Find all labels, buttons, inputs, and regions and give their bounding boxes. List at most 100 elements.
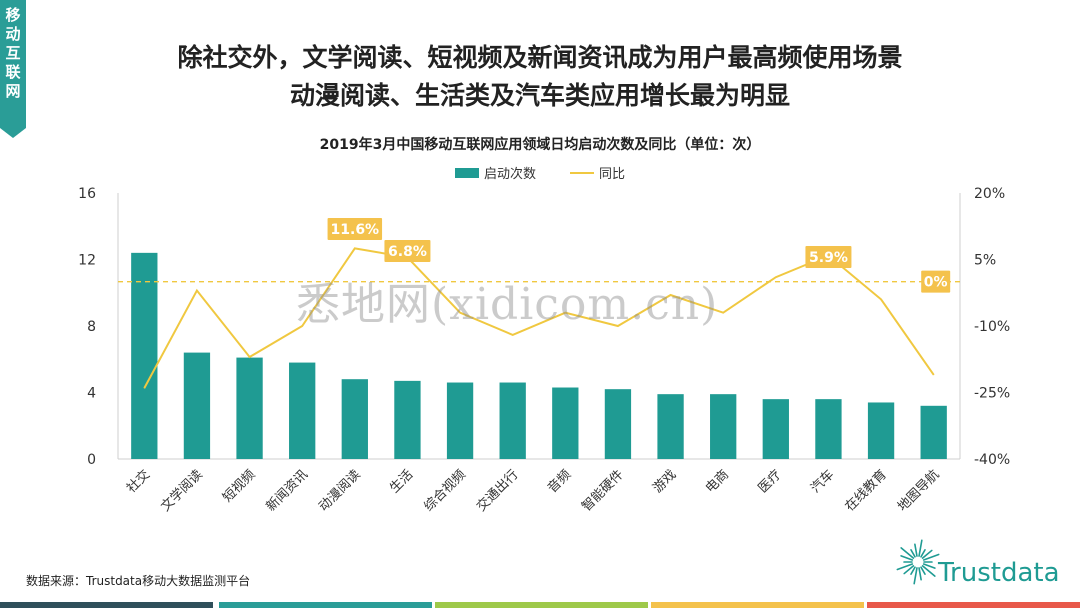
bar-文学阅读 [183, 352, 211, 459]
yoy-callout-box [921, 270, 951, 293]
x-category-label: 智能硬件 [579, 467, 626, 514]
brand-name: Trustdata [938, 558, 1060, 588]
yoy-point-音频 [564, 312, 566, 314]
y-right-tick-label: 5% [974, 253, 996, 269]
y-left-tick-label: 12 [78, 253, 96, 269]
legend-line-label: 同比 [599, 167, 626, 182]
bar-新闻资讯 [289, 362, 316, 459]
starburst-ray [910, 549, 916, 558]
yoy-point-医疗 [775, 276, 777, 278]
x-category-label: 动漫阅读 [316, 467, 363, 514]
bar-综合视频 [446, 382, 474, 459]
x-category-label: 游戏 [650, 467, 679, 496]
x-category-label: 地图导航 [894, 467, 942, 515]
footer-color-segment [435, 602, 648, 608]
yoy-callout-label: 5.9% [809, 250, 848, 266]
x-category-label: 汽车 [808, 467, 838, 497]
bar-生活 [394, 380, 421, 459]
watermark: 悉地网(xidicom.cn) [296, 279, 719, 330]
starburst-ray [918, 567, 922, 581]
side-tab-label: 移动互联网 [5, 6, 21, 100]
x-category-label: 交通出行 [473, 467, 521, 515]
chart-legend: 启动次数 同比 [0, 163, 1080, 182]
starburst-ray [910, 566, 916, 575]
yoy-point-地图导航 [933, 374, 935, 376]
bar-地图导航 [920, 405, 947, 459]
yoy-line [143, 247, 935, 389]
x-category-label: 短视频 [220, 467, 258, 505]
starburst-ray [913, 567, 918, 585]
headline-line-1: 除社交外，文学阅读、短视频及新闻资讯成为用户最高频使用场景 [177, 43, 903, 72]
bar-在线教育 [867, 402, 895, 459]
y-left-tick-label: 0 [87, 452, 96, 468]
footer-color-segment [867, 602, 1080, 608]
side-tab-arrow [0, 128, 26, 138]
starburst-ray [921, 549, 933, 559]
y-left-tick-label: 16 [78, 186, 96, 202]
starburst-ray [918, 539, 923, 557]
starburst-ray [922, 553, 940, 561]
yoy-point-社交 [143, 387, 145, 389]
x-category-label: 社交 [123, 467, 153, 497]
bar-游戏 [657, 394, 684, 459]
y-right-tick-label: -25% [974, 386, 1010, 402]
x-category-label: 新闻资讯 [263, 467, 311, 515]
yoy-point-文学阅读 [196, 290, 198, 292]
bar-音频 [552, 387, 579, 459]
x-category-label: 电商 [703, 467, 732, 496]
starburst-icon [896, 539, 940, 585]
y-left-tick-label: 4 [87, 386, 96, 402]
legend-line-swatch [570, 171, 594, 174]
footer-color-segment [651, 602, 864, 608]
yoy-point-电商 [722, 312, 724, 314]
starburst-ray [896, 563, 914, 571]
footer-color-segment [219, 602, 432, 608]
x-category-label: 生活 [387, 467, 416, 496]
x-category-label: 音频 [544, 467, 574, 497]
starburst-ray [922, 563, 936, 569]
yoy-callout-box [327, 218, 383, 240]
headline-line-2: 动漫阅读、生活类及汽车类应用增长最为明显 [289, 81, 790, 110]
data-source-note: 数据来源：Trustdata移动大数据监测平台 [26, 574, 251, 588]
x-category-label: 在线教育 [842, 467, 890, 515]
footer-color-segment [0, 602, 213, 608]
starburst-ray [921, 565, 936, 577]
bar-汽车 [815, 399, 842, 459]
x-category-label: 文学阅读 [158, 467, 206, 515]
yoy-callout-label: 6.8% [388, 244, 427, 260]
yoy-point-游戏 [670, 294, 672, 296]
starburst-ray [920, 549, 926, 558]
y-right-tick-label: 20% [974, 186, 1005, 202]
y-right-tick-label: -10% [974, 319, 1010, 335]
yoy-point-新闻资讯 [301, 325, 303, 327]
yoy-callout-box [805, 246, 852, 268]
yoy-point-综合视频 [459, 312, 461, 314]
legend-bar-swatch [454, 167, 479, 178]
legend-bar-label: 启动次数 [483, 167, 536, 182]
bar-交通出行 [499, 382, 526, 459]
bar-电商 [710, 394, 737, 459]
starburst-ray [920, 566, 926, 575]
bar-社交 [131, 252, 158, 459]
legend-item-bar: 启动次数 [454, 163, 536, 182]
trustdata-logo: Trustdata [896, 538, 1072, 590]
bar-智能硬件 [604, 389, 632, 459]
x-category-label: 综合视频 [422, 467, 469, 514]
legend-item-line: 同比 [570, 163, 625, 182]
side-tab: 移动互联网 [0, 0, 26, 128]
starburst-ray [900, 555, 914, 561]
starburst-ray [900, 547, 915, 559]
chart-title: 2019年3月中国移动互联网应用领域日均启动次数及同比（单位：次） [319, 137, 761, 153]
yoy-callout-label: 11.6% [331, 222, 380, 238]
starburst-ray [914, 543, 918, 557]
yoy-point-动漫阅读 [354, 247, 356, 249]
bar-短视频 [236, 357, 263, 459]
y-left-tick-label: 8 [87, 319, 96, 335]
yoy-point-交通出行 [512, 334, 514, 336]
y-right-tick-label: -40% [974, 452, 1010, 468]
yoy-point-在线教育 [880, 298, 882, 300]
yoy-point-智能硬件 [617, 325, 619, 327]
yoy-point-短视频 [249, 356, 251, 358]
bar-动漫阅读 [341, 379, 368, 459]
